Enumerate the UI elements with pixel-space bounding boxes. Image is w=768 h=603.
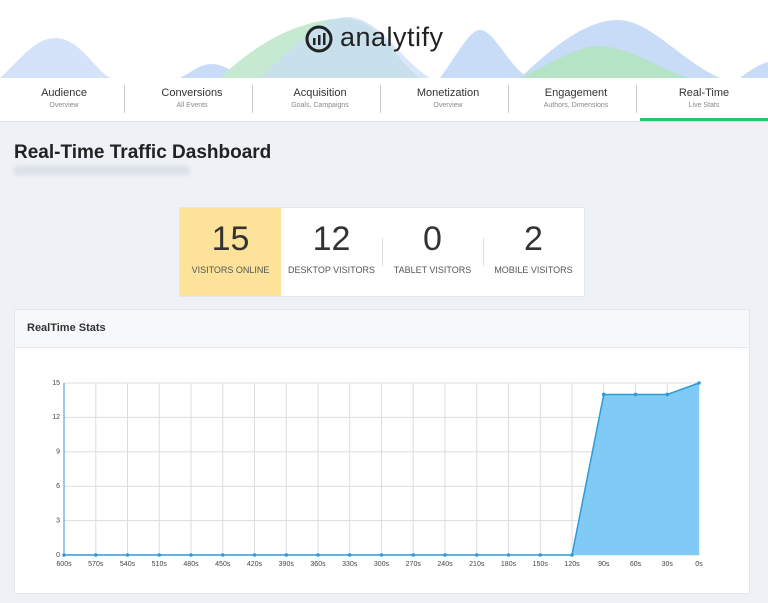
page-title: Real-Time Traffic Dashboard (14, 142, 272, 163)
tab[interactable]: Acquisition Goals, Campaigns (256, 78, 384, 121)
x-tick-label: 540s (120, 561, 136, 568)
x-tick-label: 510s (152, 561, 168, 568)
tab-label: Monetization (416, 87, 480, 99)
tab-sublabel: Goals, Campaigns (291, 102, 349, 109)
stat-label: MOBILE VISITORS (494, 265, 573, 275)
stat-card: 0 TABLET VISITORS (382, 208, 483, 296)
y-tick-label: 6 (56, 483, 60, 490)
stat-card: 2 MOBILE VISITORS (483, 208, 584, 296)
tab-sublabel: Authors, Dimensions (543, 102, 609, 109)
stat-card: 15 VISITORS ONLINE (180, 208, 281, 296)
tab-label: Engagement (544, 87, 608, 99)
x-tick-label: 330s (342, 561, 358, 568)
stat-value: 0 (423, 220, 442, 258)
tab-label: Audience (41, 87, 87, 99)
tab-separator (252, 85, 253, 113)
tab[interactable]: Real-Time Live Stats (640, 78, 768, 121)
x-tick-label: 150s (533, 561, 549, 568)
y-tick-label: 12 (52, 414, 60, 421)
stat-separator (483, 238, 484, 266)
tab[interactable]: Conversions All Events (128, 78, 256, 121)
point (284, 553, 289, 557)
point (633, 392, 638, 397)
tab-label: Conversions (161, 87, 223, 99)
point (538, 553, 543, 557)
point (443, 553, 447, 557)
tab-separator (380, 85, 381, 113)
tab-sublabel: Live Stats (688, 102, 720, 109)
point (570, 553, 574, 557)
x-tick-label: 270s (406, 561, 422, 568)
y-tick-label: 0 (56, 552, 60, 559)
panel-title: RealTime Stats (27, 322, 106, 334)
stat-separator (382, 238, 383, 266)
point (601, 392, 606, 397)
header-decoration (0, 17, 768, 78)
tab[interactable]: Engagement Authors, Dimensions (512, 78, 640, 121)
point (157, 553, 162, 557)
tab-separator (124, 85, 125, 113)
point (379, 553, 384, 557)
point (220, 553, 225, 557)
point (316, 553, 320, 557)
stat-value: 2 (524, 220, 543, 258)
area (64, 383, 699, 555)
point (474, 553, 479, 557)
point (347, 553, 352, 557)
tab-sublabel: All Events (176, 102, 208, 109)
tab-sublabel: Overview (433, 102, 463, 109)
x-tick-label: 210s (469, 561, 485, 568)
x-tick-label: 600s (56, 561, 72, 568)
tab[interactable]: Monetization Overview (384, 78, 512, 121)
tab-bar: Audience Overview Conversions All Events Acq… (0, 78, 768, 122)
x-tick-label: 120s (564, 561, 580, 568)
point (697, 381, 701, 385)
x-tick-label: 90s (598, 561, 610, 568)
stat-card: 12 DESKTOP VISITORS (281, 208, 382, 296)
point (93, 553, 98, 557)
x-tick-label: 300s (374, 561, 390, 568)
tab[interactable]: Audience Overview (0, 78, 128, 121)
tab-sublabel: Overview (49, 102, 79, 109)
x-tick-label: 480s (183, 561, 199, 568)
stats-box: 15 VISITORS ONLINE 12 DESKTOP VISITORS 0 TABL… (179, 207, 585, 297)
y-tick-label: 9 (56, 449, 60, 456)
stat-label: DESKTOP VISITORS (287, 265, 376, 275)
tab-label: Acquisition (293, 87, 347, 99)
x-tick-label: 0s (695, 561, 703, 568)
x-tick-label: 360s (310, 561, 326, 568)
stat-value: 15 (211, 220, 250, 258)
y-tick-label: 15 (52, 380, 60, 387)
x-tick-label: 30s (662, 561, 674, 568)
point (665, 392, 670, 397)
x-tick-label: 390s (279, 561, 295, 568)
point (411, 553, 416, 557)
point (125, 553, 130, 557)
x-tick-label: 240s (437, 561, 453, 568)
x-tick-label: 60s (630, 561, 642, 568)
y-tick-label: 3 (56, 517, 60, 524)
point (252, 553, 257, 557)
x-tick-label: 420s (247, 561, 263, 568)
blurred-url (14, 166, 189, 175)
point (506, 553, 511, 557)
stat-label: TABLET VISITORS (393, 265, 472, 275)
x-tick-label: 450s (215, 561, 231, 568)
tab-label: Real-Time (678, 87, 730, 99)
x-tick-label: 180s (501, 561, 517, 568)
tab-separator (636, 85, 637, 113)
tab-separator (508, 85, 509, 113)
point (189, 553, 193, 557)
header: analytify (0, 0, 768, 78)
logo: analytify (340, 22, 444, 52)
stat-value: 12 (312, 220, 351, 258)
x-tick-label: 570s (88, 561, 104, 568)
stat-label: VISITORS ONLINE (191, 265, 270, 275)
